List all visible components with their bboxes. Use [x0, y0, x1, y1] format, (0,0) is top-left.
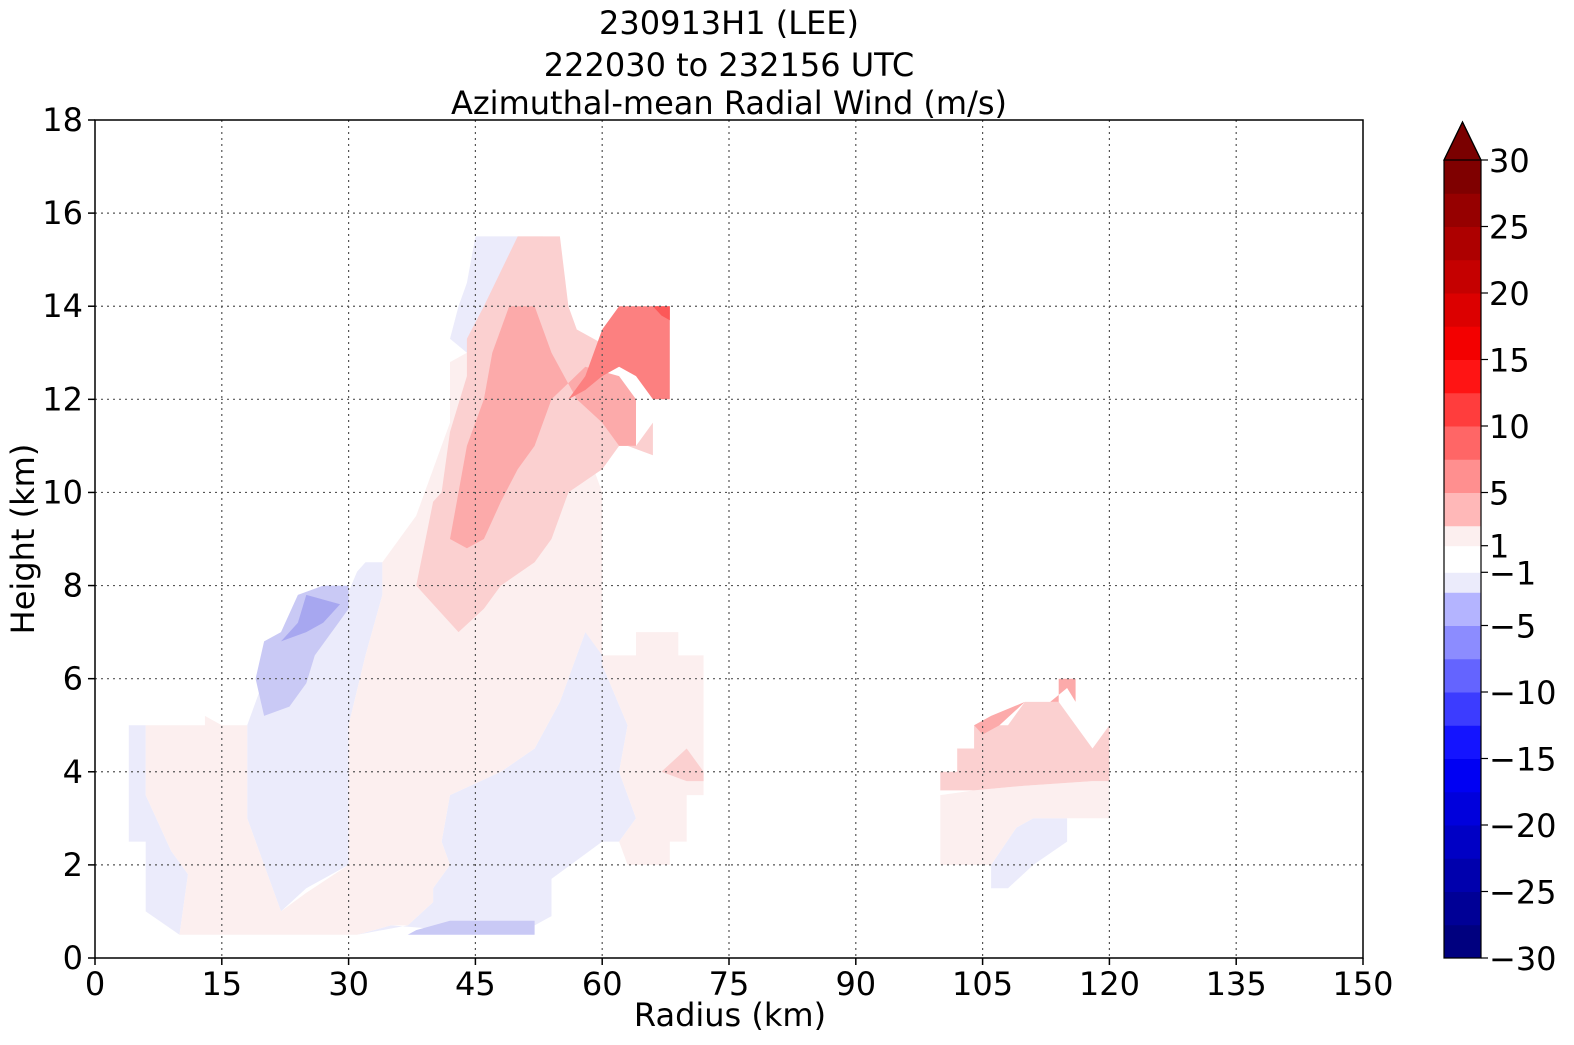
- colorbar-segment: [1444, 891, 1481, 926]
- contour-region-neg-0-2.5: [357, 604, 636, 935]
- grid-lines: [95, 120, 1363, 958]
- x-tick-label: 90: [835, 965, 876, 1003]
- contour-region-pos-5-7.5: [974, 678, 1076, 735]
- chart-title: 230913H1 (LEE) 222030 to 232156 UTC Azim…: [451, 4, 1007, 122]
- colorbar-outline: [1443, 120, 1482, 959]
- colorbar-tick-label: −20: [1489, 807, 1557, 845]
- colorbar-tick-label: 5: [1489, 475, 1509, 513]
- contour-region-pos-0-2.5: [940, 781, 1110, 865]
- colorbar-segment: [1444, 825, 1481, 859]
- colorbar-tick-label: −5: [1489, 608, 1536, 646]
- colorbar-segment: [1444, 459, 1481, 493]
- x-tick-label: 15: [201, 965, 242, 1003]
- x-tick-label: 45: [455, 965, 496, 1003]
- colorbar-segment: [1444, 226, 1481, 261]
- colorbar-segment: [1444, 160, 1481, 194]
- contour-region-neg-0-2.5: [991, 818, 1068, 889]
- colorbar-tick-label: 15: [1489, 342, 1530, 380]
- y-tick-label: 14: [42, 287, 83, 325]
- title-line-3: Azimuthal-mean Radial Wind (m/s): [451, 84, 1007, 122]
- contour-region-neg-0-2.5: [450, 236, 518, 353]
- contour-region-pos-5-7.5: [450, 306, 636, 549]
- colorbar-segment: [1444, 592, 1481, 626]
- colorbar-tick-label: −1: [1489, 554, 1536, 592]
- colorbar-tick-label: −30: [1489, 940, 1557, 978]
- colorbar-tick-label: −25: [1489, 874, 1557, 912]
- colorbar-extend-arrow: [1443, 120, 1482, 161]
- title-line-2: 222030 to 232156 UTC: [544, 46, 914, 84]
- colorbar-tick-label: 10: [1489, 408, 1530, 446]
- y-tick-label: 6: [63, 660, 83, 698]
- y-tick-label: 16: [42, 194, 83, 232]
- colorbar-segment: [1444, 492, 1481, 527]
- colorbar-segment: [1444, 758, 1481, 793]
- colorbar-segment: [1444, 293, 1481, 327]
- colorbar-tick-label: 30: [1489, 142, 1530, 180]
- colorbar-segment: [1444, 658, 1481, 693]
- colorbar-segment: [1444, 426, 1481, 460]
- colorbar-segment: [1444, 625, 1481, 660]
- colorbar-segment: [1444, 692, 1481, 726]
- contour-region-pos-7.5-10: [568, 306, 670, 400]
- colorbar-tick-label: −15: [1489, 741, 1557, 779]
- x-tick-label: 150: [1332, 965, 1393, 1003]
- x-tick-label: 75: [709, 965, 750, 1003]
- y-tick-label: 8: [63, 567, 83, 605]
- colorbar-segment: [1444, 259, 1481, 294]
- y-tick-label: 0: [63, 939, 83, 977]
- contour-region-pos-10-12.5: [652, 306, 670, 321]
- y-tick-label: 10: [42, 473, 83, 511]
- y-tick-label: 4: [63, 753, 83, 791]
- colorbar-segment: [1444, 572, 1481, 593]
- x-axis-ticks: 0 15 30 45 60 75 90 105 120 135 150: [85, 958, 1394, 1003]
- colorbar-segment: [1444, 392, 1481, 427]
- contour-region-neg-5-7.5: [281, 594, 341, 642]
- colorbar-tick-label: 25: [1489, 209, 1530, 247]
- colorbar-segment: [1444, 924, 1481, 959]
- x-tick-label: 135: [1206, 965, 1267, 1003]
- colorbar-segment: [1444, 525, 1481, 547]
- colorbar: 30 25 20 15 10 5 1−1 −5 −10 −15 −20 −25 −30: [1443, 120, 1557, 978]
- x-tick-label: 120: [1079, 965, 1140, 1003]
- colorbar-segment: [1444, 791, 1481, 826]
- colorbar-tick-label: −10: [1489, 674, 1557, 712]
- colorbar-segment: [1444, 359, 1481, 394]
- contour-region-pos-2.5-5: [661, 748, 704, 782]
- colorbar-segment: [1444, 193, 1481, 227]
- colorbar-tick-label: 1: [1489, 528, 1509, 566]
- y-tick-label: 18: [42, 101, 83, 139]
- y-tick-label: 2: [63, 846, 83, 884]
- title-line-1: 230913H1 (LEE): [599, 4, 859, 42]
- colorbar-segment: [1444, 725, 1481, 759]
- x-tick-label: 30: [328, 965, 369, 1003]
- y-axis-label: Height (km): [4, 444, 42, 635]
- contour-region-neg-2.5-5: [407, 920, 535, 935]
- y-tick-label: 12: [42, 380, 83, 418]
- x-axis-label: Radius (km): [634, 996, 826, 1034]
- colorbar-segment: [1444, 545, 1481, 573]
- colorbar-segment: [1444, 326, 1481, 360]
- x-tick-label: 0: [85, 965, 105, 1003]
- x-tick-label: 105: [952, 965, 1013, 1003]
- colorbar-tick-label: 20: [1489, 275, 1530, 313]
- x-tick-label: 60: [582, 965, 623, 1003]
- colorbar-segment: [1444, 858, 1481, 892]
- y-axis-ticks: 0 2 4 6 8 10 12 14 16 18: [42, 101, 95, 977]
- contour-region-neg-0-2.5: [128, 725, 188, 935]
